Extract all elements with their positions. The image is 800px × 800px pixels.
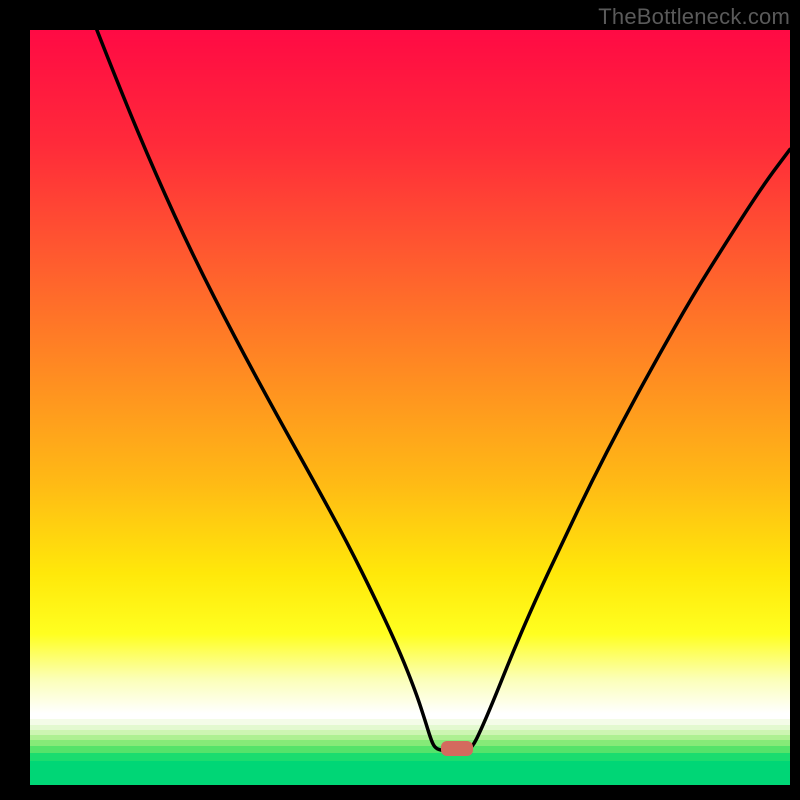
plot-area: [30, 30, 790, 785]
band: [30, 753, 790, 761]
bottleneck-chart: TheBottleneck.com: [0, 0, 800, 800]
band: [30, 746, 790, 753]
bottom-bands: [30, 713, 790, 785]
watermark-text: TheBottleneck.com: [598, 4, 790, 30]
min-marker: [441, 741, 473, 756]
band: [30, 761, 790, 785]
curve-path: [97, 30, 790, 751]
v-curve: [30, 30, 790, 785]
